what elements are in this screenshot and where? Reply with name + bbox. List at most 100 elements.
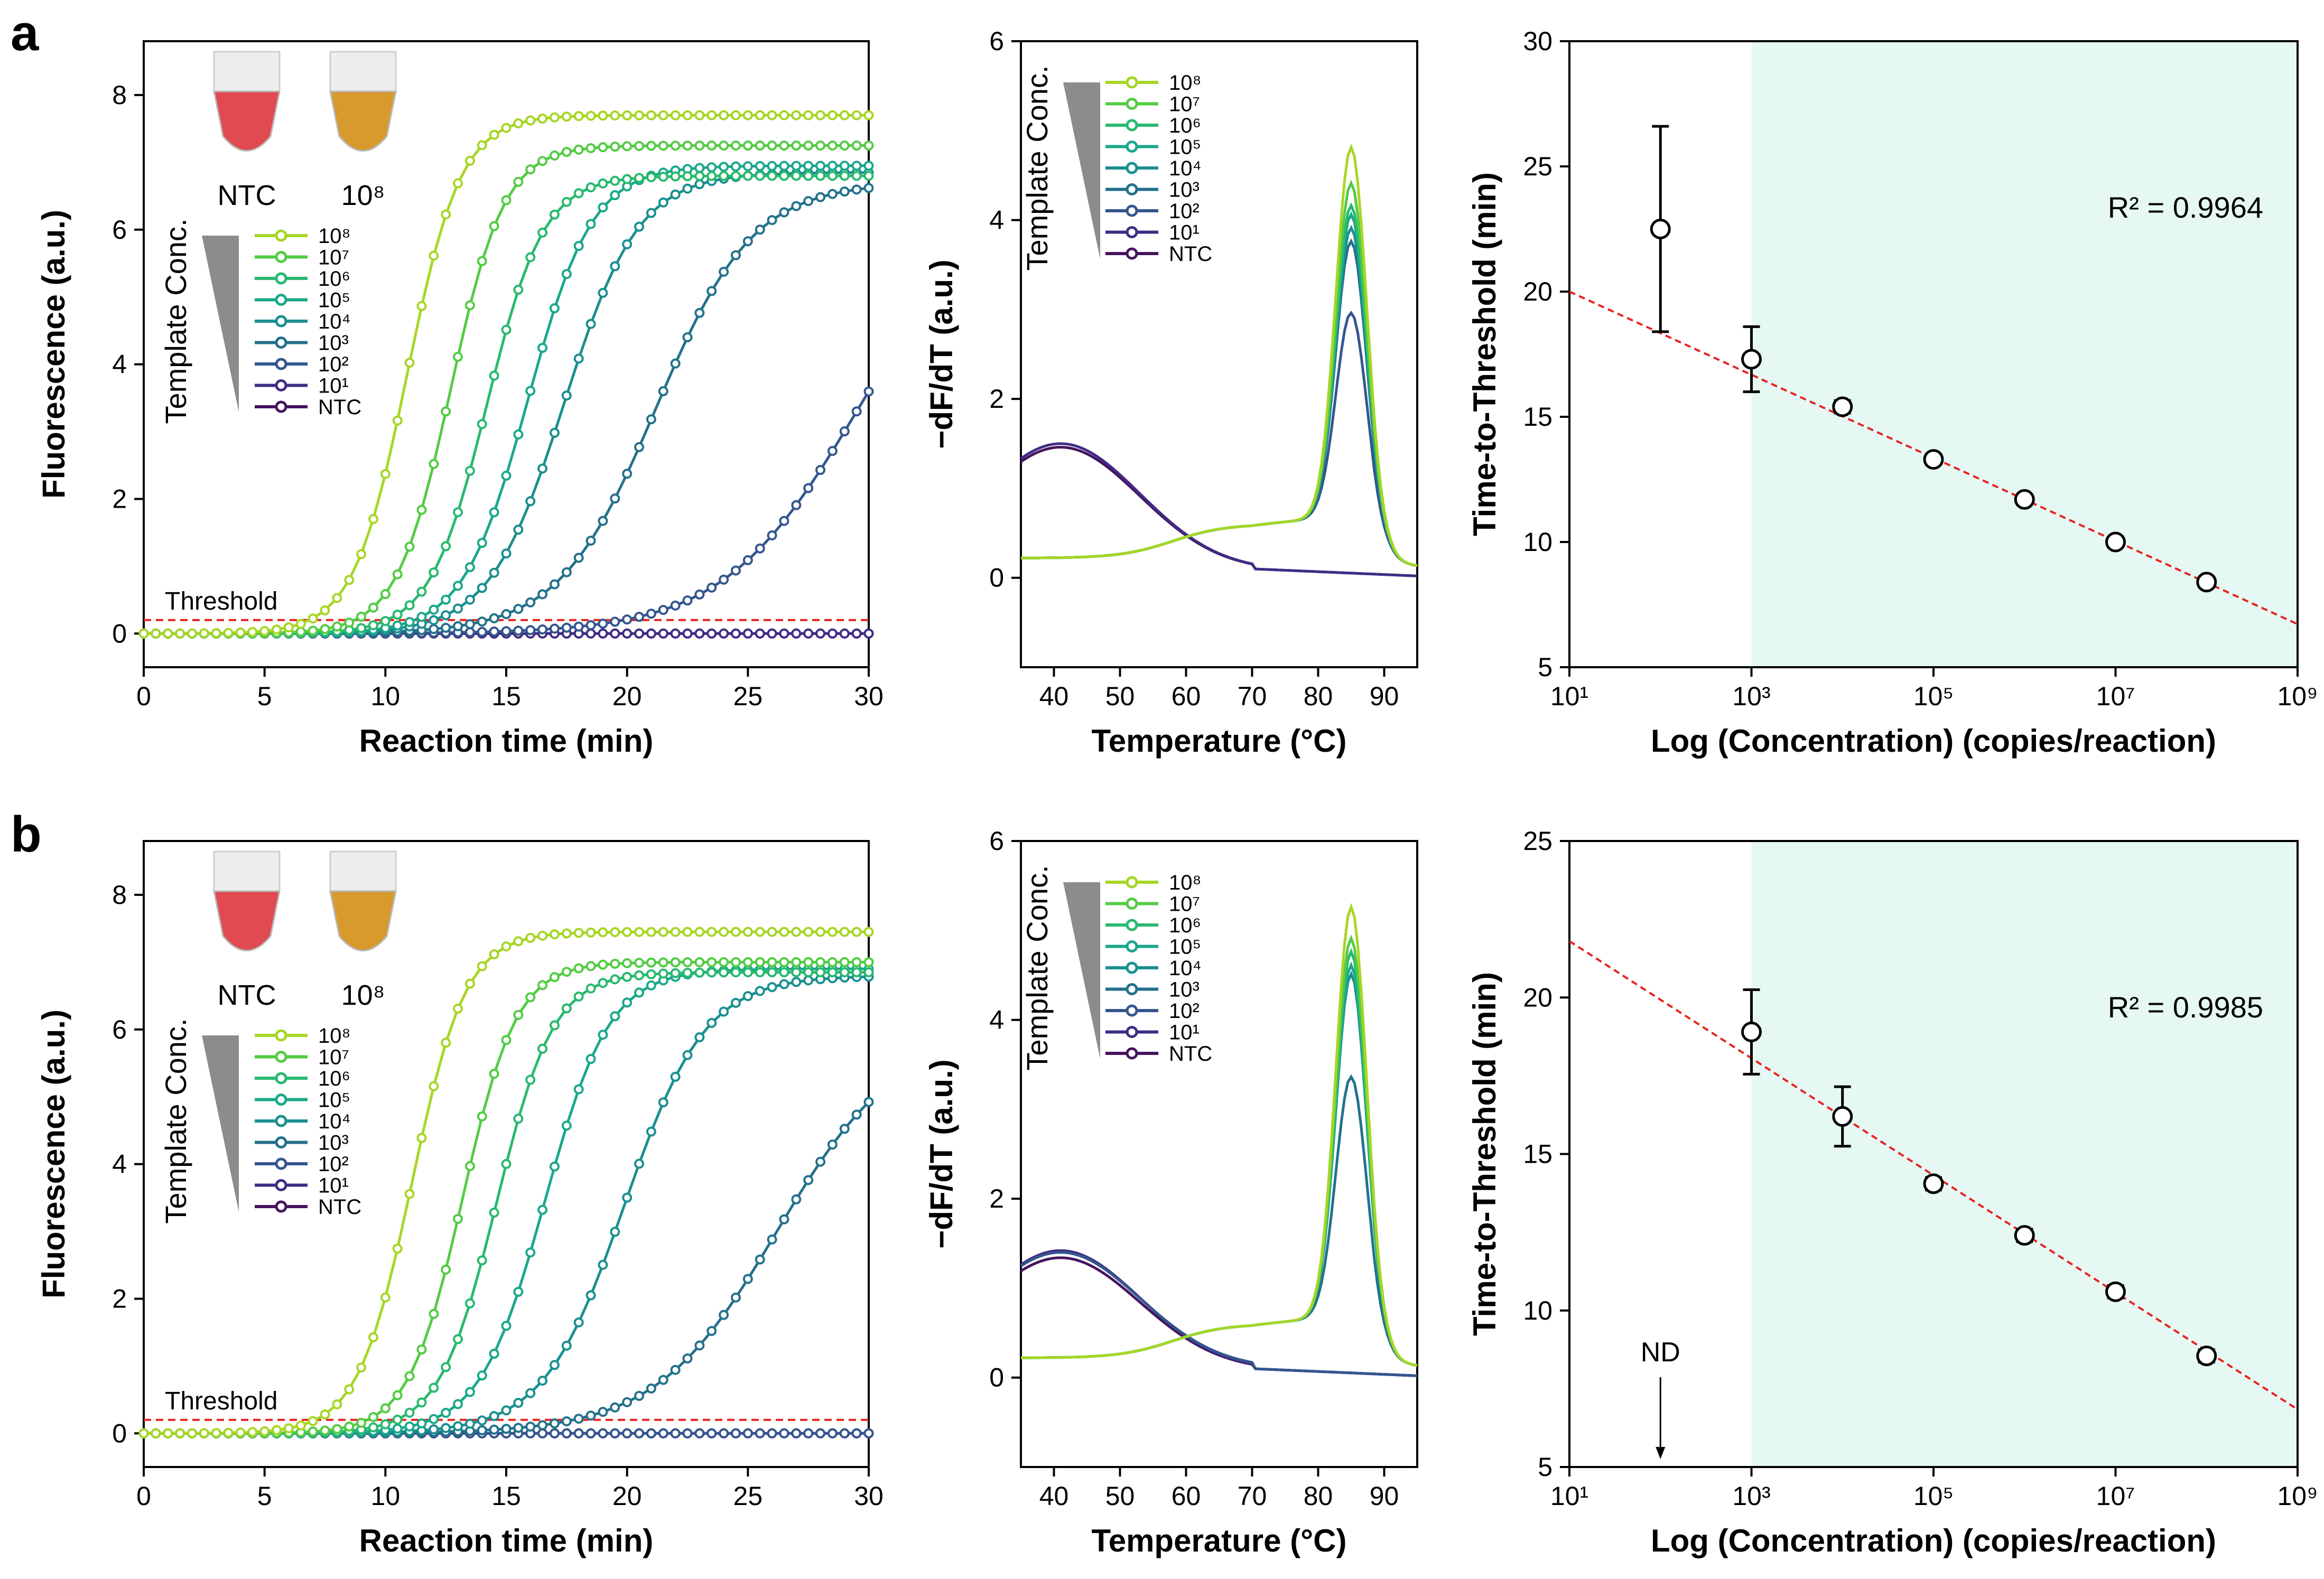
data-point	[622, 141, 633, 152]
data-point	[585, 182, 596, 193]
data-point	[694, 171, 705, 181]
data-point	[429, 1309, 439, 1319]
data-point	[839, 161, 850, 171]
marker	[2105, 531, 2126, 553]
data-point	[513, 525, 524, 535]
data-point	[368, 1412, 378, 1422]
data-point	[368, 602, 378, 613]
data-point	[779, 628, 789, 639]
legend-swatch-marker	[275, 251, 287, 263]
data-point	[561, 269, 572, 279]
data-point	[429, 250, 439, 261]
x-tick-label: 90	[1370, 681, 1399, 711]
data-point	[767, 957, 777, 967]
legend-swatch-marker	[1126, 876, 1138, 889]
data-point	[380, 1419, 391, 1429]
data-point	[742, 991, 753, 1002]
melt-series-5	[1020, 1074, 1418, 1367]
nd-label: ND	[1641, 1337, 1680, 1368]
data-point	[658, 927, 668, 937]
marker	[1923, 449, 1944, 470]
data-point	[827, 957, 838, 967]
data-point	[803, 141, 814, 151]
data-point	[610, 628, 620, 639]
data-point	[815, 465, 826, 475]
marker	[2196, 1346, 2217, 1367]
data-point	[477, 627, 487, 637]
data-point	[767, 628, 777, 639]
data-point	[549, 972, 560, 983]
data-point	[791, 500, 802, 510]
data-point	[513, 176, 524, 187]
data-point	[634, 958, 645, 968]
data-point	[525, 1422, 536, 1432]
data-point	[767, 1234, 777, 1245]
legend-concentration-wedge	[1063, 882, 1100, 1059]
data-point	[694, 141, 705, 151]
data-point	[513, 1423, 524, 1433]
data-point	[404, 358, 415, 368]
panel-label-b: b	[11, 806, 42, 863]
legend-swatch-marker	[275, 1179, 287, 1191]
data-point	[585, 620, 596, 631]
y-axis-label: Time-to-Threshold (min)	[1467, 972, 1502, 1336]
series-4	[138, 167, 874, 639]
data-point	[863, 161, 874, 171]
data-point	[779, 1214, 789, 1225]
y-axis-label: Time-to-Threshold (min)	[1467, 172, 1502, 536]
data-point	[464, 465, 475, 476]
data-point	[707, 141, 717, 151]
data-point	[682, 1428, 693, 1438]
data-point	[163, 628, 173, 639]
data-point	[682, 141, 693, 151]
data-point	[441, 541, 451, 552]
data-point	[598, 516, 608, 526]
data-point	[863, 386, 874, 397]
data-point	[585, 628, 596, 639]
data-point	[585, 1410, 596, 1421]
data-point	[610, 175, 620, 186]
data-point	[453, 1334, 463, 1344]
data-point	[815, 171, 826, 181]
data-point	[489, 129, 499, 140]
data-point	[489, 221, 499, 231]
data-point	[610, 110, 620, 121]
data-point	[585, 143, 596, 153]
x-tick-label: 20	[612, 681, 642, 711]
data-point	[598, 1030, 608, 1040]
data-point	[320, 605, 330, 615]
data-point	[537, 589, 548, 600]
data-point	[755, 1428, 765, 1438]
data-point	[742, 171, 753, 181]
data-point	[610, 142, 620, 152]
y-tick-label: 15	[1523, 1139, 1553, 1169]
data-point	[742, 110, 753, 120]
x-tick-label: 10⁷	[2096, 1481, 2135, 1511]
marker	[2105, 1281, 2126, 1302]
data-point	[561, 1428, 572, 1438]
data-point	[803, 967, 814, 977]
x-tick-label: 10¹	[1550, 681, 1588, 711]
data-point	[453, 507, 463, 518]
data-point	[767, 967, 777, 978]
melt-series-5	[1020, 238, 1418, 567]
data-point	[658, 968, 668, 979]
data-point	[827, 628, 838, 639]
legend-swatch-marker	[275, 315, 287, 328]
data-point	[1741, 325, 1762, 394]
data-point	[1923, 1173, 1944, 1194]
legend-swatch-marker	[275, 337, 287, 349]
x-tick-label: 80	[1304, 681, 1333, 711]
data-point	[585, 1054, 596, 1064]
data-point	[308, 613, 318, 624]
data-point	[670, 600, 681, 611]
data-point	[622, 1428, 633, 1438]
legend-label: 10²	[318, 353, 349, 376]
data-point	[646, 969, 656, 979]
linear-range-shade	[1751, 841, 2298, 1467]
legend-label: 10¹	[318, 1174, 349, 1198]
data-point	[803, 196, 814, 207]
data-point	[392, 1390, 403, 1400]
data-point	[682, 628, 693, 639]
data-point	[356, 623, 367, 633]
